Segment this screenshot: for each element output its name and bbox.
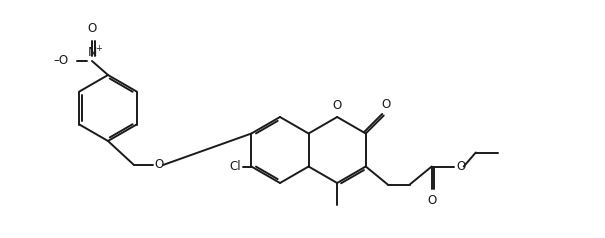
- Text: –O: –O: [54, 55, 69, 68]
- Text: O: O: [154, 159, 163, 172]
- Text: O: O: [87, 22, 97, 35]
- Text: O: O: [381, 98, 390, 110]
- Text: N: N: [87, 46, 97, 59]
- Text: O: O: [457, 160, 466, 173]
- Text: O: O: [333, 99, 342, 112]
- Text: O: O: [427, 193, 436, 207]
- Text: Cl: Cl: [230, 160, 241, 173]
- Text: +: +: [96, 44, 102, 53]
